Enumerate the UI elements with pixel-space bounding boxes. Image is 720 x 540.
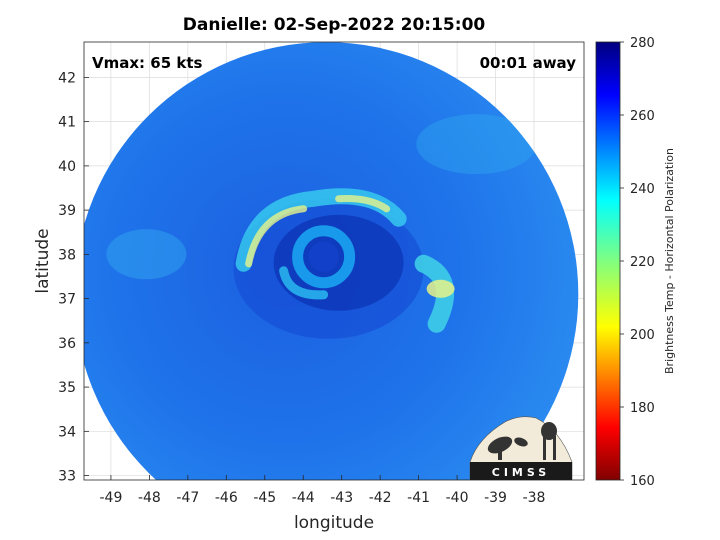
colorbar-ticks: 160 180 200 220 240 260 280 [620, 36, 655, 489]
east-warm-patch [426, 279, 455, 298]
eye [308, 241, 339, 272]
y-tick-label: 39 [58, 203, 76, 219]
y-tick-label: 40 [58, 159, 76, 175]
y-tick-label: 34 [58, 424, 76, 440]
y-axis-label: latitude [33, 228, 53, 293]
inner-band [279, 266, 329, 300]
cimss-logo: CIMSS [469, 416, 573, 481]
warm-band-north [335, 195, 391, 213]
x-tick-label: -42 [369, 490, 392, 506]
x-tick-label: -49 [99, 490, 122, 506]
y-tick-label: 33 [58, 469, 76, 485]
chart-title: Danielle: 02-Sep-2022 20:15:00 [183, 15, 486, 35]
logo-text: CIMSS [492, 466, 550, 479]
colorbar-tick-label: 240 [630, 182, 655, 197]
microwave-swath [84, 42, 579, 480]
y-tick-label: 42 [58, 70, 76, 86]
x-tick-label: -43 [330, 490, 353, 506]
warm-band-west [245, 205, 308, 268]
y-tick-label: 41 [58, 115, 76, 131]
eyewall [292, 225, 356, 289]
x-axis: -49 -48 -47 -46 -45 -44 -43 -42 -41 -40 -39 -38 [99, 475, 545, 506]
colorbar-label: Brightness Temp - Horizontal Polarizatio… [663, 148, 676, 374]
colorbar-tick-label: 220 [630, 255, 655, 270]
axes-frame [83, 41, 585, 481]
x-tick-label: -38 [523, 490, 546, 506]
vmax-annotation: Vmax: 65 kts [92, 54, 202, 72]
colorbar-tick-label: 180 [630, 401, 655, 416]
x-tick-label: -48 [138, 490, 161, 506]
x-tick-label: -47 [176, 490, 199, 506]
colorbar-tick-label: 260 [630, 109, 655, 124]
y-tick-label: 38 [58, 247, 76, 263]
y-tick-label: 36 [58, 336, 76, 352]
x-tick-label: -44 [292, 490, 315, 506]
colorbar [595, 41, 621, 481]
edge-patch [416, 114, 537, 175]
x-tick-label: -41 [407, 490, 430, 506]
colorbar-tick-label: 280 [630, 36, 655, 51]
y-axis: 33 34 35 36 37 38 39 40 41 42 [58, 70, 89, 485]
y-tick-label: 35 [58, 380, 76, 396]
colorbar-tick-label: 160 [630, 474, 655, 489]
edge-patch [106, 229, 187, 280]
x-tick-label: -46 [215, 490, 238, 506]
time-offset-annotation: 00:01 away [480, 54, 577, 72]
y-tick-label: 37 [58, 292, 76, 308]
x-tick-label: -40 [446, 490, 469, 506]
colorbar-tick-label: 200 [630, 328, 655, 343]
x-tick-label: -45 [253, 490, 276, 506]
x-axis-label: longitude [294, 513, 374, 533]
x-tick-label: -39 [484, 490, 507, 506]
